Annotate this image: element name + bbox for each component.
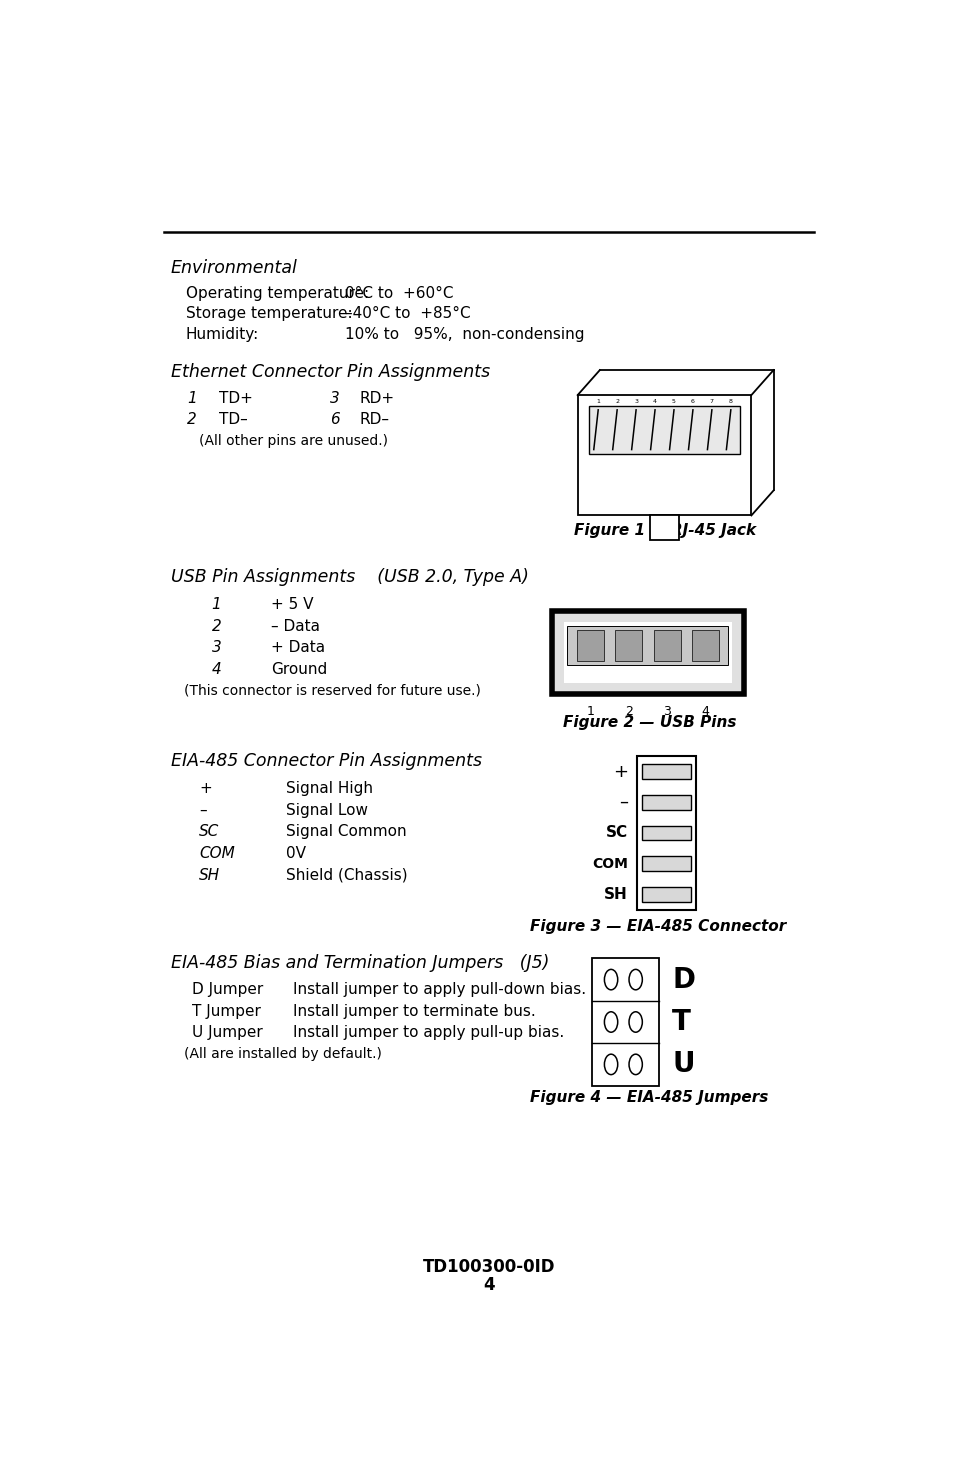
Text: +: + — [612, 763, 627, 780]
Text: 2: 2 — [187, 412, 197, 428]
Text: Operating temperature:: Operating temperature: — [186, 286, 369, 301]
Bar — [641, 764, 690, 779]
Text: U: U — [672, 1050, 694, 1078]
Bar — [615, 630, 641, 661]
Bar — [641, 795, 690, 810]
Text: Install jumper to apply pull-down bias.: Install jumper to apply pull-down bias. — [293, 982, 585, 997]
Bar — [691, 630, 719, 661]
Text: Figure 3 — EIA-485 Connector: Figure 3 — EIA-485 Connector — [529, 919, 785, 934]
Text: EIA-485 Connector Pin Assignments: EIA-485 Connector Pin Assignments — [171, 752, 481, 770]
Text: 7: 7 — [709, 400, 713, 404]
Text: +: + — [199, 782, 212, 796]
Bar — [563, 622, 731, 683]
Text: 4: 4 — [212, 662, 221, 677]
Text: 2: 2 — [624, 705, 632, 718]
Text: 3: 3 — [634, 400, 638, 404]
Text: Environmental: Environmental — [171, 258, 297, 277]
Text: + Data: + Data — [271, 640, 325, 655]
Text: Install jumper to apply pull-up bias.: Install jumper to apply pull-up bias. — [293, 1025, 563, 1040]
Bar — [641, 855, 690, 870]
Text: –: – — [199, 802, 207, 817]
Text: Signal Common: Signal Common — [285, 825, 406, 839]
Bar — [649, 515, 679, 540]
Text: USB Pin Assignments    (USB 2.0, Type A): USB Pin Assignments (USB 2.0, Type A) — [171, 568, 528, 586]
Text: 1: 1 — [586, 705, 594, 718]
Text: –: – — [618, 794, 627, 811]
Text: 0V: 0V — [285, 847, 305, 861]
Text: D: D — [672, 966, 695, 994]
Bar — [551, 611, 743, 693]
Text: Signal High: Signal High — [285, 782, 373, 796]
Text: (All other pins are unused.): (All other pins are unused.) — [199, 434, 388, 448]
Text: COM: COM — [199, 847, 234, 861]
Text: Install jumper to terminate bus.: Install jumper to terminate bus. — [293, 1004, 536, 1019]
Text: 4: 4 — [700, 705, 709, 718]
Text: T: T — [672, 1007, 690, 1035]
Text: EIA-485 Bias and Termination Jumpers   (J5): EIA-485 Bias and Termination Jumpers (J5… — [171, 954, 549, 972]
Text: 1: 1 — [212, 597, 221, 612]
Text: Storage temperature:: Storage temperature: — [186, 307, 352, 322]
Text: SC: SC — [199, 825, 219, 839]
Text: 2: 2 — [615, 400, 618, 404]
Text: 10% to   95%,  non-condensing: 10% to 95%, non-condensing — [344, 327, 583, 342]
Text: SH: SH — [199, 867, 220, 882]
Text: –40°C to  +85°C: –40°C to +85°C — [344, 307, 470, 322]
Bar — [592, 959, 659, 1086]
Text: 0°C to  +60°C: 0°C to +60°C — [344, 286, 453, 301]
Text: 1: 1 — [187, 391, 197, 406]
Text: 6: 6 — [690, 400, 694, 404]
Text: RD+: RD+ — [359, 391, 395, 406]
Bar — [567, 627, 728, 665]
Text: Humidity:: Humidity: — [186, 327, 259, 342]
Bar — [641, 826, 690, 841]
Bar — [588, 407, 740, 454]
Text: 6: 6 — [330, 412, 339, 428]
Text: T Jumper: T Jumper — [192, 1004, 260, 1019]
Text: (All are installed by default.): (All are installed by default.) — [184, 1047, 382, 1061]
Text: 3: 3 — [662, 705, 670, 718]
Text: RD–: RD– — [359, 412, 389, 428]
Text: 4: 4 — [653, 400, 657, 404]
Text: U Jumper: U Jumper — [192, 1025, 262, 1040]
Bar — [653, 630, 679, 661]
Bar — [577, 630, 603, 661]
Text: 4: 4 — [482, 1276, 495, 1295]
Text: 2: 2 — [212, 620, 221, 634]
Text: Ethernet Connector Pin Assignments: Ethernet Connector Pin Assignments — [171, 363, 490, 381]
Text: COM: COM — [592, 857, 627, 870]
Text: SC: SC — [605, 826, 627, 841]
Text: 3: 3 — [212, 640, 221, 655]
Text: TD–: TD– — [219, 412, 248, 428]
Text: 5: 5 — [671, 400, 676, 404]
Text: Signal Low: Signal Low — [285, 802, 367, 817]
Text: + 5 V: + 5 V — [271, 597, 313, 612]
Text: Figure 1 — RJ-45 Jack: Figure 1 — RJ-45 Jack — [574, 524, 756, 538]
Bar — [641, 886, 690, 901]
Bar — [637, 757, 696, 910]
Text: 3: 3 — [330, 391, 339, 406]
Text: 8: 8 — [728, 400, 732, 404]
Text: SH: SH — [603, 886, 627, 901]
Text: Shield (Chassis): Shield (Chassis) — [285, 867, 407, 882]
Text: (This connector is reserved for future use.): (This connector is reserved for future u… — [184, 683, 480, 698]
Text: Figure 4 — EIA-485 Jumpers: Figure 4 — EIA-485 Jumpers — [529, 1090, 767, 1105]
Bar — [577, 395, 751, 515]
Text: Figure 2 — USB Pins: Figure 2 — USB Pins — [562, 715, 736, 730]
Text: 1: 1 — [596, 400, 599, 404]
Text: TD100300-0ID: TD100300-0ID — [422, 1258, 555, 1276]
Text: D Jumper: D Jumper — [192, 982, 263, 997]
Text: TD+: TD+ — [219, 391, 253, 406]
Text: – Data: – Data — [271, 620, 319, 634]
Text: Ground: Ground — [271, 662, 327, 677]
